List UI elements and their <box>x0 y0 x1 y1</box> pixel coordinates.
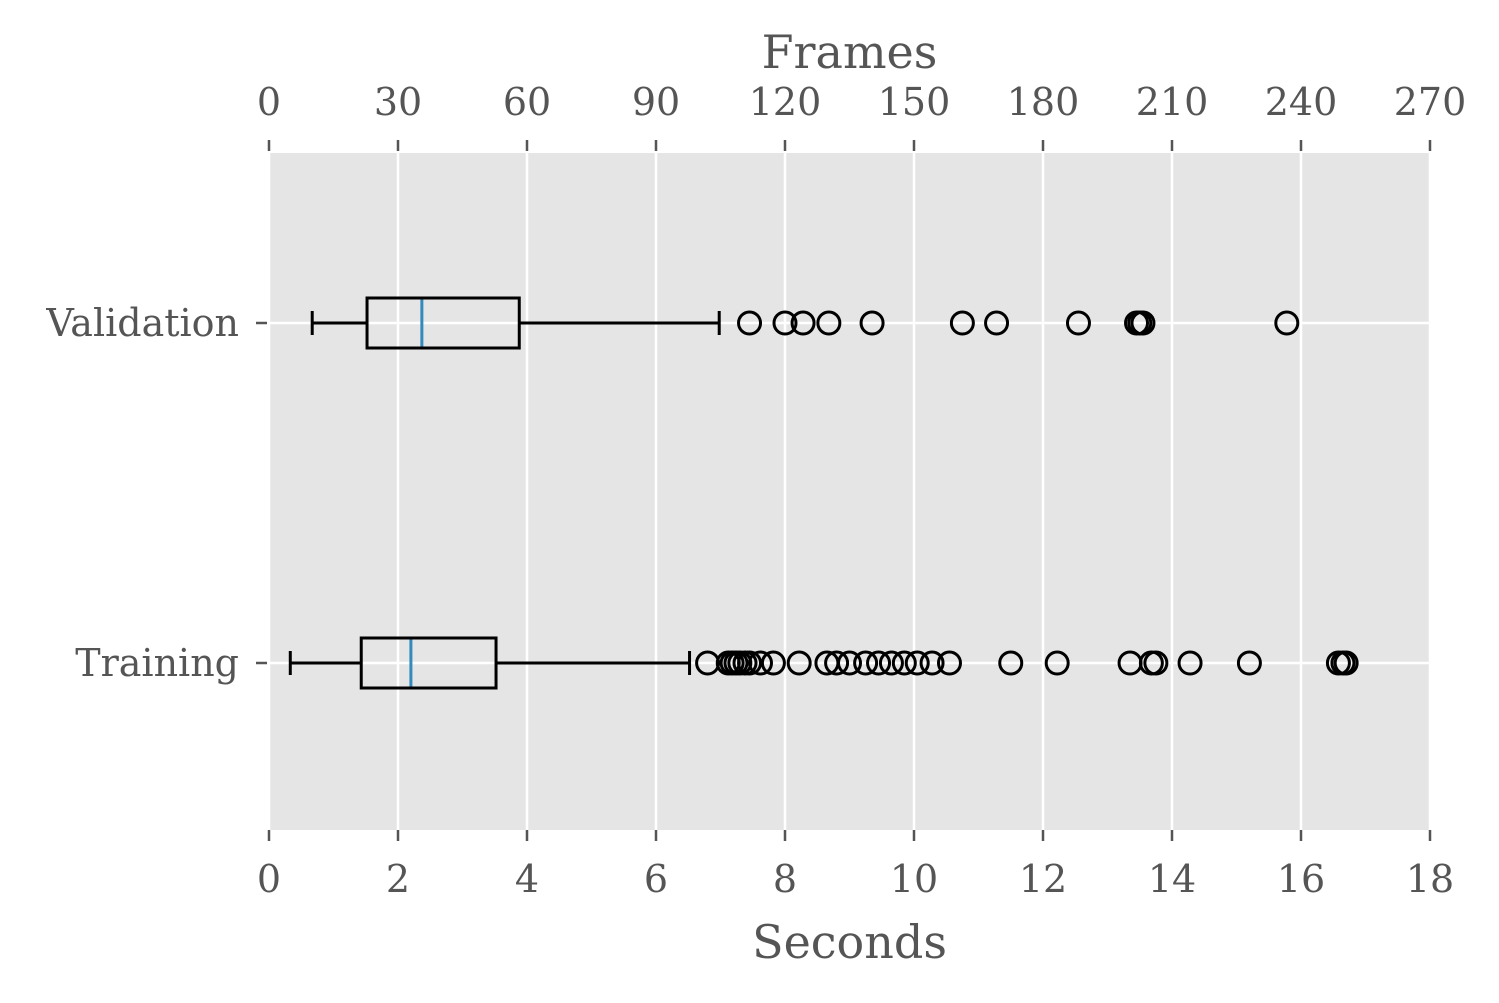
tick-label-bottom-8: 8 <box>773 857 797 901</box>
validation-outlier-0 <box>737 310 763 336</box>
tick-label-top-90: 90 <box>632 80 680 124</box>
boxplot-validation <box>310 296 1300 350</box>
tick-label-top-120: 120 <box>749 80 822 124</box>
training-outlier-6 <box>737 650 763 676</box>
validation-box <box>365 296 521 350</box>
tick-label-bottom-18: 18 <box>1406 857 1454 901</box>
training-outlier-25 <box>1177 650 1203 676</box>
training-outlier-8 <box>760 650 786 676</box>
training-outlier-21 <box>1044 650 1070 676</box>
validation-outlier-3 <box>816 310 842 336</box>
validation-outlier-4 <box>859 310 885 336</box>
tick-label-top-270: 270 <box>1394 80 1467 124</box>
training-outlier-16 <box>891 650 917 676</box>
boxplot-training <box>288 636 1359 690</box>
validation-outlier-5 <box>949 310 975 336</box>
axis-ticks: 0 2 4 6 8 10 12 14 16 180 30 60 90 120 150 180 210 240 270… <box>45 80 1466 901</box>
tick-label-bottom-4: 4 <box>515 857 539 901</box>
tick-label-bottom-2: 2 <box>386 857 410 901</box>
training-outlier-17 <box>904 650 930 676</box>
category-label-validation: Validation <box>45 301 239 345</box>
tick-label-bottom-14: 14 <box>1148 857 1196 901</box>
tick-label-bottom-6: 6 <box>644 857 668 901</box>
validation-outlier-6 <box>984 310 1010 336</box>
training-outlier-29 <box>1333 650 1359 676</box>
validation-outlier-11 <box>1274 310 1300 336</box>
training-outlier-24 <box>1143 650 1169 676</box>
training-outlier-20 <box>998 650 1024 676</box>
tick-label-top-30: 30 <box>374 80 422 124</box>
training-outlier-13 <box>853 650 879 676</box>
tick-label-top-150: 150 <box>878 80 951 124</box>
training-outlier-19 <box>936 650 962 676</box>
tick-label-top-0: 0 <box>257 80 281 124</box>
training-outlier-11 <box>824 650 850 676</box>
training-outlier-18 <box>919 650 945 676</box>
tick-label-top-180: 180 <box>1007 80 1080 124</box>
training-outlier-7 <box>747 650 773 676</box>
training-outlier-9 <box>786 650 812 676</box>
x-axis-title: Seconds <box>752 915 947 969</box>
grid-lines <box>267 153 1432 830</box>
validation-outlier-1 <box>772 310 798 336</box>
tick-label-top-210: 210 <box>1136 80 1209 124</box>
training-outlier-15 <box>878 650 904 676</box>
boxes <box>288 296 1359 690</box>
tick-label-bottom-12: 12 <box>1019 857 1067 901</box>
tick-label-bottom-10: 10 <box>890 857 938 901</box>
validation-outlier-10 <box>1130 310 1156 336</box>
training-outlier-26 <box>1236 650 1262 676</box>
tick-label-top-240: 240 <box>1265 80 1338 124</box>
top-x-axis-title: Frames <box>762 25 938 79</box>
validation-outlier-2 <box>790 310 816 336</box>
category-label-training: Training <box>75 641 239 685</box>
tick-label-bottom-0: 0 <box>257 857 281 901</box>
tick-label-bottom-16: 16 <box>1277 857 1325 901</box>
tick-label-top-60: 60 <box>503 80 551 124</box>
training-outlier-12 <box>837 650 862 676</box>
plot-area <box>269 153 1430 830</box>
validation-outlier-7 <box>1065 310 1091 336</box>
training-outlier-14 <box>866 650 892 676</box>
training-box <box>359 636 498 690</box>
